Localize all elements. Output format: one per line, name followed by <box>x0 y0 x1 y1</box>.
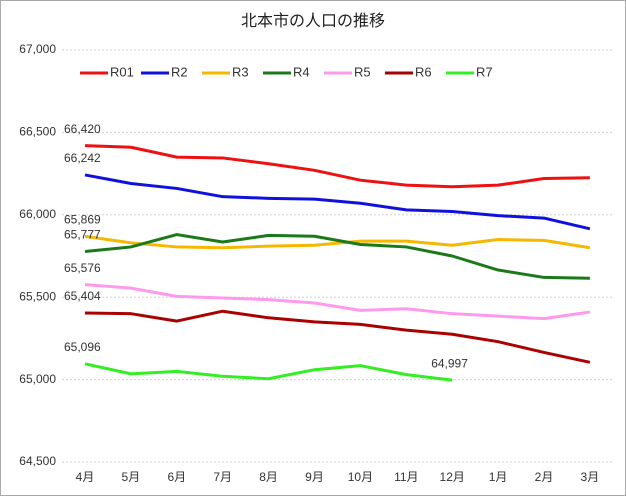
data-label: 65,576 <box>64 261 101 275</box>
x-tick-label: 10月 <box>348 470 373 484</box>
chart-title: 北本市の人口の推移 <box>241 12 385 30</box>
legend-label: R2 <box>171 64 188 79</box>
data-label: 65,404 <box>64 289 101 303</box>
data-label: 64,997 <box>431 356 468 370</box>
x-tick-label: 3月 <box>581 470 600 484</box>
series-line <box>84 309 591 364</box>
series-line <box>84 362 453 382</box>
x-tick-label: 4月 <box>76 470 95 484</box>
data-label: 65,869 <box>64 213 101 227</box>
data-label: 66,420 <box>64 122 101 136</box>
x-tick-label: 7月 <box>213 470 232 484</box>
y-tick-label: 65,500 <box>19 289 56 303</box>
data-label: 66,242 <box>64 151 101 165</box>
legend-label: R5 <box>354 64 371 79</box>
series-line <box>84 233 590 280</box>
legend-label: R7 <box>476 64 493 79</box>
legend-label: R3 <box>232 64 249 79</box>
y-tick-label: 67,000 <box>19 42 56 56</box>
legend-label: R4 <box>293 64 310 79</box>
x-tick-label: 5月 <box>122 470 141 484</box>
x-tick-label: 1月 <box>489 470 508 484</box>
y-tick-label: 66,500 <box>19 125 56 139</box>
legend-label: R6 <box>415 64 432 79</box>
series-line <box>84 173 591 231</box>
y-tick-label: 65,000 <box>19 372 56 386</box>
x-tick-label: 11月 <box>394 470 418 484</box>
series-line <box>84 144 590 189</box>
data-label: 65,777 <box>64 228 101 242</box>
x-tick-label: 8月 <box>259 470 278 484</box>
y-tick-label: 64,500 <box>19 454 56 468</box>
x-tick-label: 6月 <box>167 470 186 484</box>
series-line <box>84 234 591 250</box>
y-tick-label: 66,000 <box>19 207 56 221</box>
x-tick-label: 2月 <box>535 470 554 484</box>
legend-label: R01 <box>110 64 134 79</box>
data-label: 65,096 <box>64 340 101 354</box>
x-tick-label: 12月 <box>440 470 465 484</box>
x-tick-label: 9月 <box>305 470 324 484</box>
series-line <box>84 283 591 321</box>
